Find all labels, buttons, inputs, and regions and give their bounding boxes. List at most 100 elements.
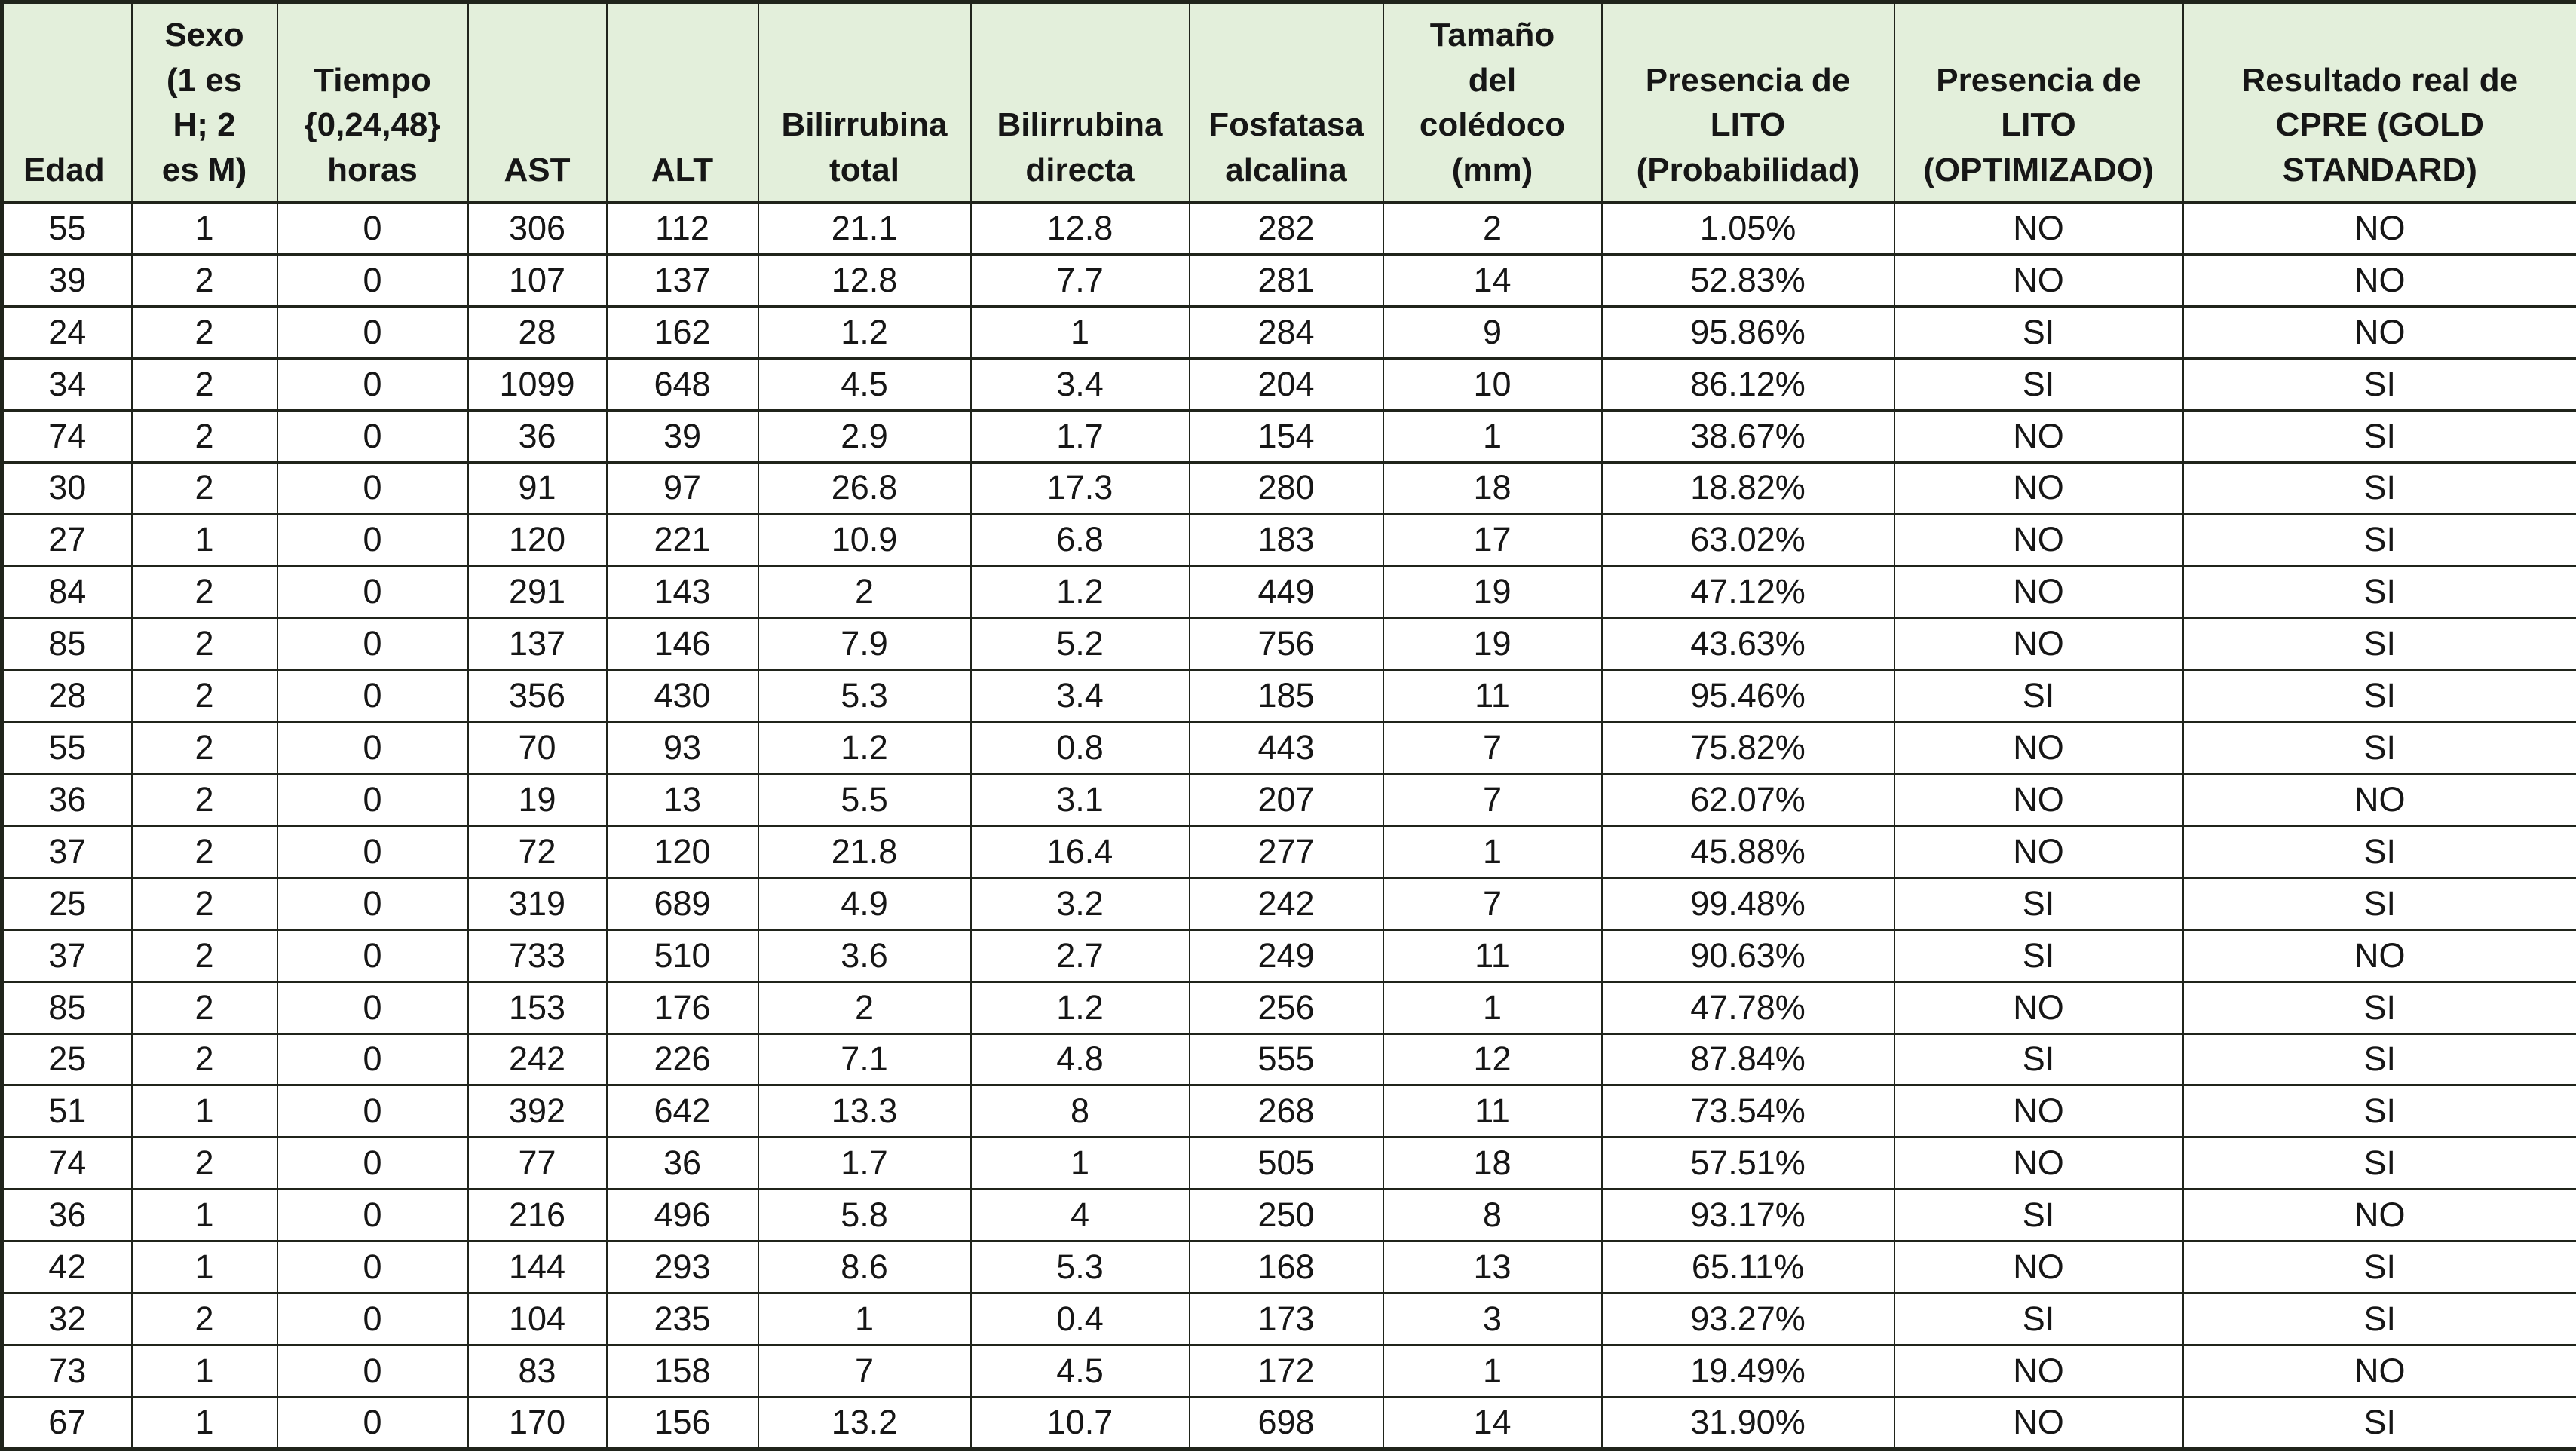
cell: 51	[1, 1084, 133, 1139]
column-header-sexo: Sexo (1 es H; 2 es M)	[130, 1, 278, 204]
cell: 27	[1, 513, 133, 568]
cell: 11	[1382, 1084, 1603, 1139]
cell: 235	[605, 1292, 759, 1346]
cell: 146	[605, 617, 759, 672]
table-row: 85 2 0 153 176 2 1.2 256 1 47.78% NO SI	[1, 980, 2576, 1035]
cell: 9	[1382, 305, 1603, 360]
column-header-bilirrubina-total: Bilirrubina total	[757, 1, 972, 204]
cell: 0	[276, 1136, 469, 1191]
cell: 1	[1382, 409, 1603, 464]
cell: 2	[1382, 201, 1603, 256]
cell: 1	[130, 1343, 278, 1398]
cell: 99.48%	[1600, 876, 1895, 931]
cell: 689	[605, 876, 759, 931]
cell: 2	[757, 565, 972, 620]
cell: 221	[605, 513, 759, 568]
cell: 7.7	[969, 253, 1190, 308]
cell: 2	[130, 721, 278, 775]
cell: 120	[467, 513, 608, 568]
cell: 496	[605, 1188, 759, 1243]
cell: 17	[1382, 513, 1603, 568]
cell: 62.07%	[1600, 772, 1895, 827]
cell: 280	[1188, 461, 1384, 516]
cell: 120	[605, 824, 759, 879]
table-row: 84 2 0 291 143 2 1.2 449 19 47.12% NO SI	[1, 565, 2576, 620]
cell: 268	[1188, 1084, 1384, 1139]
cell: 4.5	[757, 357, 972, 412]
cell: 12	[1382, 1032, 1603, 1087]
cell: 183	[1188, 513, 1384, 568]
cell: 1.2	[757, 305, 972, 360]
cell: 47.12%	[1600, 565, 1895, 620]
cell: NO	[1893, 253, 2184, 308]
table-row: 34 2 0 1099 648 4.5 3.4 204 10 86.12% SI SI	[1, 357, 2576, 412]
cell: 0	[276, 721, 469, 775]
cell: 38.67%	[1600, 409, 1895, 464]
cell: 95.46%	[1600, 669, 1895, 724]
cell: NO	[1893, 513, 2184, 568]
column-header-presencia-lito-probabilidad: Presencia de LITO (Probabilidad)	[1600, 1, 1895, 204]
cell: 3.1	[969, 772, 1190, 827]
cell: 14	[1382, 253, 1603, 308]
cell: 11	[1382, 928, 1603, 983]
table-row: 85 2 0 137 146 7.9 5.2 756 19 43.63% NO SI	[1, 617, 2576, 672]
cell: 19	[1382, 617, 1603, 672]
cell: 242	[1188, 876, 1384, 931]
table-row: 36 1 0 216 496 5.8 4 250 8 93.17% SI NO	[1, 1188, 2576, 1243]
cell: 0	[276, 1240, 469, 1295]
cell: NO	[1893, 824, 2184, 879]
cell: SI	[1893, 1032, 2184, 1087]
table-row: 36 2 0 19 13 5.5 3.1 207 7 62.07% NO NO	[1, 772, 2576, 827]
cell: SI	[2182, 1136, 2576, 1191]
column-header-tamano-coledoco: Tamaño del colédoco (mm)	[1382, 1, 1603, 204]
cell: 17.3	[969, 461, 1190, 516]
cell: 1	[130, 1395, 278, 1451]
cell: 31.90%	[1600, 1395, 1895, 1451]
cell: NO	[1893, 565, 2184, 620]
cell: 37	[1, 928, 133, 983]
cell: 173	[1188, 1292, 1384, 1346]
cell: SI	[1893, 1188, 2184, 1243]
cell: 1	[969, 305, 1190, 360]
cell: NO	[2182, 928, 2576, 983]
cell: NO	[2182, 201, 2576, 256]
table-row: 74 2 0 77 36 1.7 1 505 18 57.51% NO SI	[1, 1136, 2576, 1191]
cell: 19	[467, 772, 608, 827]
cell: 168	[1188, 1240, 1384, 1295]
column-header-ast: AST	[467, 1, 608, 204]
cell: 3.4	[969, 357, 1190, 412]
cell: 95.86%	[1600, 305, 1895, 360]
cell: SI	[1893, 669, 2184, 724]
cell: 75.82%	[1600, 721, 1895, 775]
cell: 74	[1, 1136, 133, 1191]
cell: 2	[130, 357, 278, 412]
cell: 93.27%	[1600, 1292, 1895, 1346]
cell: SI	[2182, 513, 2576, 568]
cell: 10.7	[969, 1395, 1190, 1451]
cell: 1	[130, 201, 278, 256]
cell: 250	[1188, 1188, 1384, 1243]
cell: SI	[2182, 617, 2576, 672]
cell: NO	[1893, 1395, 2184, 1451]
cell: 10	[1382, 357, 1603, 412]
cell: 2	[130, 824, 278, 879]
table-row: 42 1 0 144 293 8.6 5.3 168 13 65.11% NO SI	[1, 1240, 2576, 1295]
cell: 47.78%	[1600, 980, 1895, 1035]
cell: 242	[467, 1032, 608, 1087]
cell: 67	[1, 1395, 133, 1451]
cell: 0	[276, 1188, 469, 1243]
cell: 2	[130, 928, 278, 983]
cell: 1	[1382, 1343, 1603, 1398]
cell: 5.3	[969, 1240, 1190, 1295]
cell: SI	[2182, 980, 2576, 1035]
cell: 4	[969, 1188, 1190, 1243]
cell: 24	[1, 305, 133, 360]
cell: 156	[605, 1395, 759, 1451]
cell: 13.3	[757, 1084, 972, 1139]
cell: 3.6	[757, 928, 972, 983]
cell: 0	[276, 876, 469, 931]
cell: 18	[1382, 1136, 1603, 1191]
cell: 2	[130, 876, 278, 931]
cell: 2.9	[757, 409, 972, 464]
